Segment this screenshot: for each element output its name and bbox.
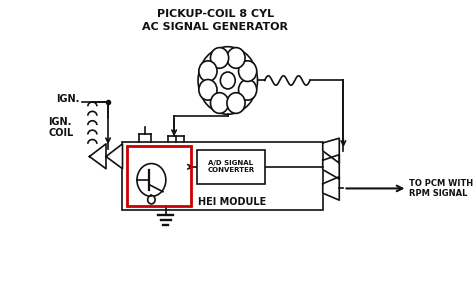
Circle shape <box>220 72 235 89</box>
Text: IGN.: IGN. <box>56 94 80 104</box>
Text: AC SIGNAL GENERATOR: AC SIGNAL GENERATOR <box>142 22 288 32</box>
Circle shape <box>210 93 228 113</box>
Polygon shape <box>106 144 122 169</box>
Polygon shape <box>90 144 106 169</box>
Circle shape <box>137 164 166 196</box>
Circle shape <box>238 61 257 82</box>
Circle shape <box>210 48 228 68</box>
Bar <box>197 150 265 184</box>
Circle shape <box>227 48 245 68</box>
Text: TO PCM WITH
RPM SIGNAL: TO PCM WITH RPM SIGNAL <box>409 179 473 198</box>
Circle shape <box>238 80 257 100</box>
Polygon shape <box>323 138 339 163</box>
Text: PICKUP-COIL 8 CYL: PICKUP-COIL 8 CYL <box>157 9 274 19</box>
Circle shape <box>199 80 217 100</box>
Bar <box>122 142 323 209</box>
Circle shape <box>199 61 217 82</box>
Circle shape <box>148 196 155 204</box>
Polygon shape <box>323 155 339 179</box>
Text: HEI MODULE: HEI MODULE <box>198 197 266 207</box>
Bar <box>127 146 191 206</box>
Circle shape <box>227 93 245 113</box>
Text: A/D SIGNAL
CONVERTER: A/D SIGNAL CONVERTER <box>207 160 255 173</box>
Text: IGN.
COIL: IGN. COIL <box>48 117 73 138</box>
Polygon shape <box>323 177 339 200</box>
